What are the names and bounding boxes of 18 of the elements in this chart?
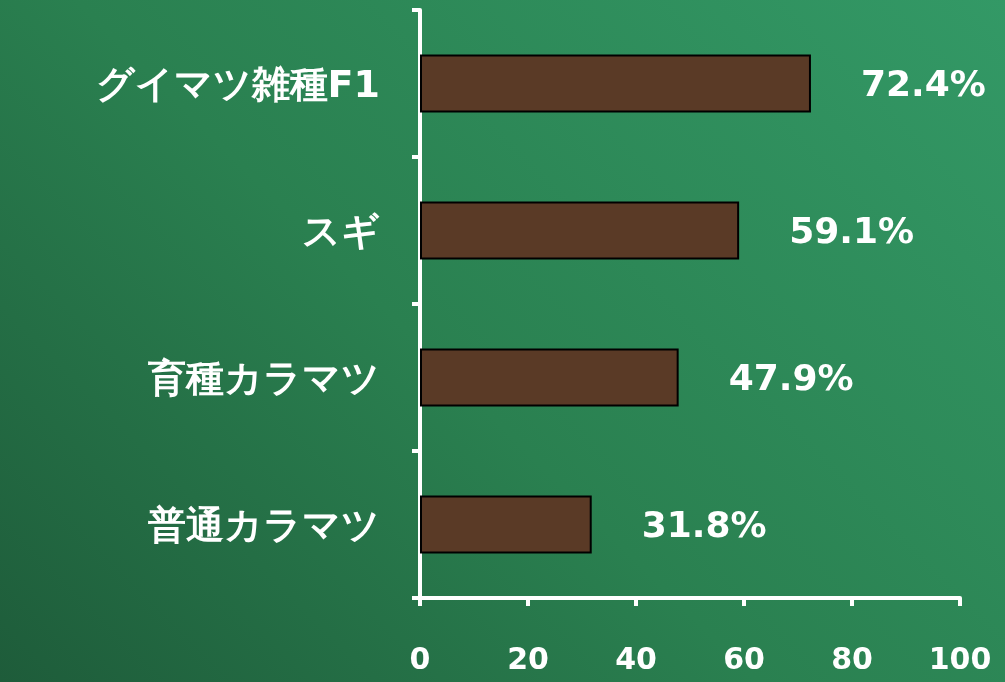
data-label: 72.4% bbox=[860, 63, 986, 104]
data-label: 31.8% bbox=[641, 504, 767, 545]
x-tick-label: 0 bbox=[409, 640, 431, 676]
x-tick-label: 80 bbox=[831, 640, 873, 676]
bar bbox=[420, 495, 592, 554]
bar bbox=[420, 201, 740, 260]
y-tick-label: スギ bbox=[302, 208, 380, 253]
x-tick-label: 100 bbox=[928, 640, 992, 676]
x-tick-label: 20 bbox=[507, 640, 549, 676]
y-tick-label: 育種カラマツ bbox=[147, 355, 380, 400]
bar bbox=[420, 54, 811, 113]
data-label: 59.1% bbox=[789, 210, 915, 251]
x-tick-label: 40 bbox=[615, 640, 657, 676]
y-tick-label: グイマツ雑種F1 bbox=[95, 61, 380, 106]
y-tick-label: 普通カラマツ bbox=[148, 502, 380, 547]
data-label: 47.9% bbox=[728, 357, 854, 398]
x-tick-label: 60 bbox=[723, 640, 765, 676]
bar bbox=[420, 348, 679, 407]
